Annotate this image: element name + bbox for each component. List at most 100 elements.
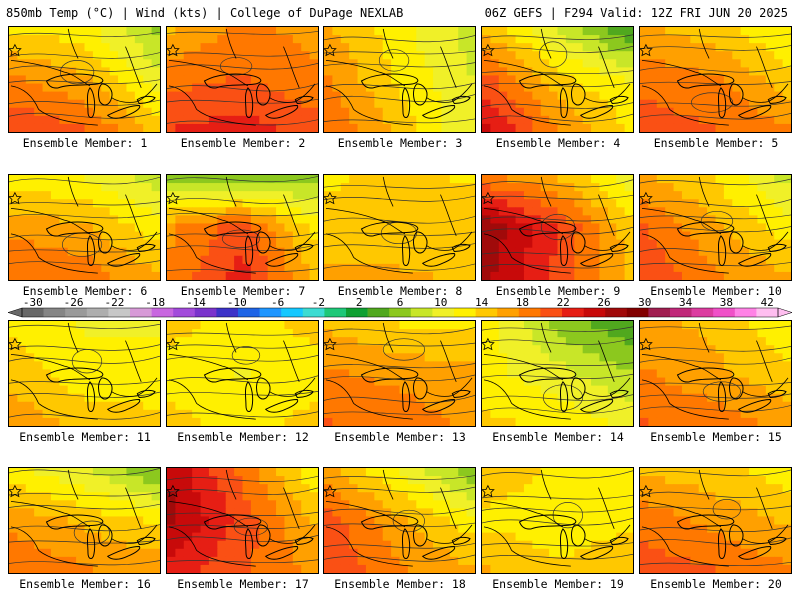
temperature-cell [242,476,252,485]
temperature-cell [574,369,584,379]
temperature-cell [782,175,791,184]
temperature-cell [532,59,542,68]
temperature-cell [698,337,708,346]
temperature-cell [416,207,426,216]
temperature-cell [399,401,409,411]
ensemble-map-panel [323,26,476,133]
temperature-cell [490,393,500,403]
temperature-cell [399,183,409,192]
temperature-cell [349,476,359,485]
temperature-cell [151,401,160,411]
wind-streamline [9,201,160,206]
temperature-cell [591,67,601,77]
temperature-cell [648,321,658,330]
temperature-cell [765,191,775,200]
temperature-cell [143,215,153,225]
temperature-cell [340,231,350,241]
temperature-cell [574,484,584,493]
temperature-cell [309,564,318,573]
temperature-cell [9,123,18,132]
temperature-cell [707,271,717,280]
state-border [111,524,158,544]
temperature-cell [407,75,417,85]
temperature-cell [340,75,350,85]
temperature-cell [757,231,767,241]
temperature-cell [715,183,725,192]
temperature-cell [507,271,517,280]
temperature-cell [749,123,759,132]
temperature-cell [9,508,18,518]
temperature-cell [640,123,649,132]
temperature-cell [126,393,136,403]
temperature-cell [250,321,260,330]
temperature-cell [250,345,260,354]
temperature-cell [399,361,409,371]
temperature-cell [42,564,52,573]
temperature-cell [332,377,342,387]
state-border [325,379,354,404]
temperature-cell [292,35,302,44]
temperature-cell [349,564,359,573]
temperature-cell [167,564,176,573]
temperature-cell [407,99,417,109]
temperature-cell [399,43,409,52]
temperature-cell [681,516,691,526]
temperature-cell [498,548,508,558]
temperature-cell [607,468,617,477]
temperature-cell [749,191,759,200]
temperature-cell [624,329,633,338]
temperature-cell [665,468,675,477]
temperature-cell [565,239,575,249]
temperature-cell [458,345,468,354]
wind-streamline [167,51,318,57]
temperature-cell [482,532,491,542]
temperature-cell [732,385,742,395]
temperature-cell [340,564,350,573]
temperature-cell [532,231,542,241]
temperature-cell [416,369,426,379]
temperature-cell [175,271,185,280]
temperature-cell [332,183,342,192]
temperature-cell [357,321,367,330]
temperature-cell [242,123,252,132]
temperature-cell [723,75,733,85]
temperature-cell [175,500,185,509]
temperature-cell [698,492,708,501]
temperature-cell [441,207,451,216]
temperature-cell [340,271,350,280]
temperature-cell [34,247,44,257]
ensemble-map-panel [166,26,319,133]
temperature-cell [540,35,550,44]
temperature-cell [382,271,392,280]
temperature-cell [101,401,111,411]
temperature-cell [382,345,392,354]
temperature-cell [365,67,375,77]
temperature-cell [324,231,333,241]
temperature-cell [540,59,550,68]
temperature-cell [749,468,759,477]
temperature-cell [574,500,584,509]
temperature-cell [267,532,277,542]
temperature-cell [234,532,244,542]
temperature-cell [365,369,375,379]
temperature-cell [565,508,575,518]
temperature-cell [309,215,318,225]
temperature-cell [25,393,35,403]
temperature-cell [673,43,683,52]
temperature-cell [498,83,508,93]
temperature-cell [126,524,136,534]
temperature-cell [424,500,434,509]
temperature-cell [17,516,27,526]
temperature-cell [616,231,626,241]
temperature-cell [340,207,350,216]
temperature-cell [126,516,136,526]
station-marker-icon [9,337,22,351]
temperature-cell [715,59,725,68]
great-lakes-outline [294,389,314,399]
temperature-cell [665,191,675,200]
temperature-cell [749,516,759,526]
temperature-cell [616,508,626,518]
temperature-cell [591,183,601,192]
temperature-cell [349,361,359,371]
temperature-cell [292,361,302,371]
